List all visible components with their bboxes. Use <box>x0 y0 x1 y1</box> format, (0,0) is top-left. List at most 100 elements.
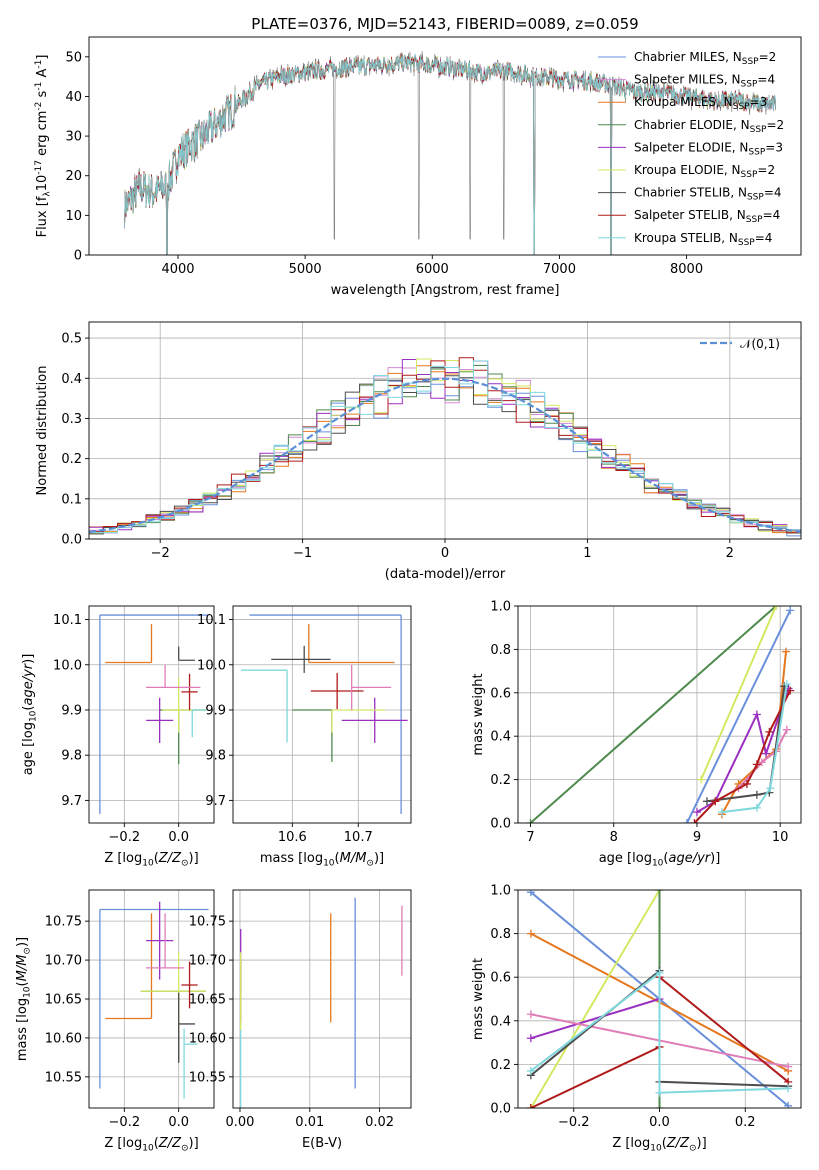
y-tick-label: 10.65 <box>45 993 82 1008</box>
grid-lines <box>233 890 411 1108</box>
axis-group: 4000 5000 6000 7000 8000 0 10 20 30 40 50 wavelengt… <box>34 15 802 298</box>
weight-marker <box>682 819 691 823</box>
weight-marker <box>526 1104 535 1108</box>
plot-area <box>526 606 795 823</box>
y-tick-label: 0.3 <box>61 412 82 427</box>
y-tick-label: 10.75 <box>189 915 226 930</box>
x-axis-label: (data-model)/error <box>385 567 506 582</box>
y-tick-label: 0.0 <box>490 817 511 832</box>
weight-marker <box>752 760 761 769</box>
x-tick-label: 0.0 <box>168 1115 189 1130</box>
x-tick-label: 9 <box>693 830 701 845</box>
x-axis-label: E(B-V) <box>302 1136 342 1151</box>
y-tick-label: 0.2 <box>61 452 82 467</box>
weight-marker <box>717 808 726 817</box>
y-axis-label: age [log10​(age/yr)] <box>21 654 38 776</box>
legend-label: 𝒩(0,1) <box>740 337 780 351</box>
error-bar-point <box>99 908 209 1089</box>
axes-frame <box>88 605 215 824</box>
weight-series <box>690 686 795 823</box>
y-axis-label: Flux [fλ​10-17​ erg cm-2​ s-1​ A-1​] <box>34 55 52 238</box>
plot-area <box>240 614 408 814</box>
error-bar-point <box>271 645 331 673</box>
error-bar-point <box>308 624 395 664</box>
x-tick-label: 1 <box>583 546 591 561</box>
weight-marker <box>757 758 766 767</box>
x-tick-label: 8 <box>610 830 618 845</box>
x-tick-label: 0.02 <box>365 1115 394 1130</box>
normal-reference-curve <box>89 377 801 534</box>
residual-histogram-step <box>89 360 801 534</box>
plot-area <box>99 614 209 814</box>
error-bar-point <box>146 697 174 743</box>
y-tick-label: 1.0 <box>490 600 511 615</box>
y-tick-label: 10.55 <box>45 1070 82 1085</box>
chart-age-mass: 10.6 10.7 9.7 9.8 9.9 10.0 10.1 mass [log10​(M/… <box>197 605 412 868</box>
y-tick-label: 9.8 <box>61 749 82 764</box>
axes-frame <box>88 36 802 256</box>
y-tick-label: 0.2 <box>490 1058 511 1073</box>
x-tick-label: 7 <box>526 830 534 845</box>
y-tick-label: 10.70 <box>45 954 82 969</box>
x-tick-label: 10.7 <box>344 830 373 845</box>
weight-series-line <box>706 686 786 803</box>
error-bar-point <box>159 709 206 765</box>
error-bar-point <box>341 697 408 743</box>
weight-marker <box>784 1084 793 1093</box>
y-tick-label: 10.60 <box>189 1031 226 1046</box>
y-tick-label: 0.4 <box>490 730 511 745</box>
y-tick-label: 10.1 <box>53 613 82 628</box>
x-tick-label: 0.2 <box>735 1115 756 1130</box>
error-bar-point <box>249 614 402 814</box>
weight-marker <box>765 727 774 736</box>
error-bar-point <box>181 673 198 710</box>
weight-marker <box>782 680 791 689</box>
chart-mass-weight-age: 7 8 9 10 0.0 0.2 0.4 0.6 0.8 1.0 age [log10​(age/y… <box>471 600 802 868</box>
error-bar-point <box>191 709 206 738</box>
error-bar-point <box>310 672 364 710</box>
weight-series <box>717 680 791 817</box>
x-tick-label: 8000 <box>670 262 703 277</box>
x-tick-label: −0.2 <box>109 1115 141 1130</box>
weight-marker <box>752 790 761 799</box>
weight-marker <box>752 710 761 719</box>
y-tick-label: 0.8 <box>490 643 511 658</box>
weight-marker <box>697 775 706 784</box>
grid-lines <box>233 606 411 823</box>
legend-label: Kroupa STELIB, NSSP​=4 <box>634 231 772 248</box>
y-tick-label: 50 <box>65 50 82 65</box>
legend-label: Chabrier ELODIE, NSSP​=2 <box>634 118 784 135</box>
y-tick-label: 0.0 <box>61 533 82 548</box>
y-tick-label: 10.70 <box>189 954 226 969</box>
legend-label: Chabrier STELIB, NSSP​=4 <box>634 186 782 203</box>
x-tick-label: 2 <box>726 546 734 561</box>
y-axis-label: Normed distribution <box>35 366 50 496</box>
x-tick-label: 0.0 <box>649 1115 670 1130</box>
error-bar-point <box>240 669 288 743</box>
y-tick-label: 0.1 <box>61 492 82 507</box>
axes-frame <box>232 605 412 824</box>
weight-marker <box>786 606 795 615</box>
weight-series <box>682 606 795 823</box>
weight-marker <box>711 797 720 806</box>
y-tick-label: 10.75 <box>45 915 82 930</box>
error-bar-point <box>105 913 153 1020</box>
plot-area <box>99 901 209 1099</box>
plot-area <box>89 357 801 537</box>
y-tick-label: 0.4 <box>490 1014 511 1029</box>
y-tick-label: 40 <box>65 90 82 105</box>
error-bar-point <box>183 1028 198 1099</box>
weight-series-line <box>686 609 792 823</box>
y-tick-label: 9.7 <box>205 794 226 809</box>
x-tick-label: 0.00 <box>226 1115 255 1130</box>
x-tick-label: 0.0 <box>168 830 189 845</box>
plot-area <box>240 897 403 1108</box>
weight-marker <box>782 725 791 734</box>
weight-marker <box>526 1010 535 1019</box>
x-axis-label: wavelength [Angstrom, rest frame] <box>331 283 560 298</box>
error-bar-point <box>105 624 153 664</box>
weight-series <box>526 606 781 823</box>
chart-spectrum: 4000 5000 6000 7000 8000 0 10 20 30 40 50 wavelengt… <box>34 15 802 298</box>
error-bar-point <box>181 961 198 1009</box>
